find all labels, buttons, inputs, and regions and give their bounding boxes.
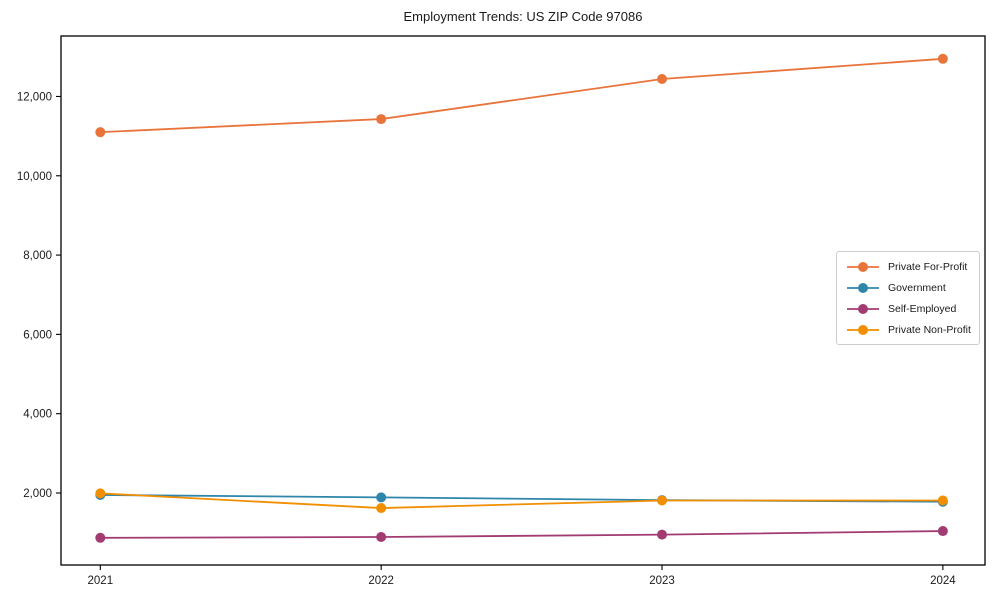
x-tick-label: 2024	[930, 575, 956, 587]
data-point-private-non-profit-2022	[376, 503, 387, 514]
y-tick-label: 12,000	[17, 91, 52, 103]
legend-marker-self-employed	[847, 303, 879, 314]
legend-label-private-for-profit: Private For-Profit	[888, 260, 968, 273]
legend-item-government: Government	[846, 278, 979, 298]
data-point-self-employed-2022	[376, 532, 387, 543]
legend-marker-government	[847, 282, 879, 293]
y-tick-label: 4,000	[23, 409, 52, 421]
data-point-private-for-profit-2024	[937, 53, 948, 64]
legend-label-private-non-profit: Private Non-Profit	[888, 323, 971, 336]
plot-frame	[60, 35, 986, 566]
legend-item-private-for-profit: Private For-Profit	[846, 257, 979, 277]
series-line-private-for-profit	[100, 57, 943, 134]
y-tick-label: 2,000	[23, 488, 52, 500]
x-tick-label: 2022	[368, 575, 394, 587]
data-point-self-employed-2021	[95, 532, 106, 543]
series-line-self-employed	[100, 530, 943, 539]
data-point-self-employed-2024	[937, 526, 948, 537]
legend-label-self-employed: Self-Employed	[888, 302, 957, 315]
legend-marker-private-for-profit	[847, 261, 879, 272]
data-point-self-employed-2023	[657, 529, 668, 540]
legend-marker-private-non-profit	[847, 324, 879, 335]
x-tick-label: 2021	[88, 575, 114, 587]
data-point-private-non-profit-2021	[95, 488, 106, 499]
y-tick-label: 10,000	[17, 171, 52, 183]
series-line-private-non-profit	[100, 492, 943, 509]
x-tick-label: 2023	[649, 575, 675, 587]
data-point-private-for-profit-2021	[95, 127, 106, 138]
y-tick-label: 6,000	[23, 329, 52, 341]
chart-title: Employment Trends: US ZIP Code 97086	[403, 9, 643, 24]
y-tick-label: 8,000	[23, 250, 52, 262]
data-point-government-2022	[376, 492, 387, 503]
data-point-private-for-profit-2023	[657, 74, 668, 85]
legend: Private For-Profit Government Self-Emplo…	[836, 251, 980, 345]
legend-label-government: Government	[888, 281, 946, 294]
data-point-private-for-profit-2022	[376, 114, 387, 125]
data-point-private-non-profit-2023	[657, 495, 668, 506]
data-point-private-non-profit-2024	[937, 495, 948, 506]
legend-item-private-non-profit: Private Non-Profit	[846, 320, 979, 340]
legend-item-self-employed: Self-Employed	[846, 299, 979, 319]
